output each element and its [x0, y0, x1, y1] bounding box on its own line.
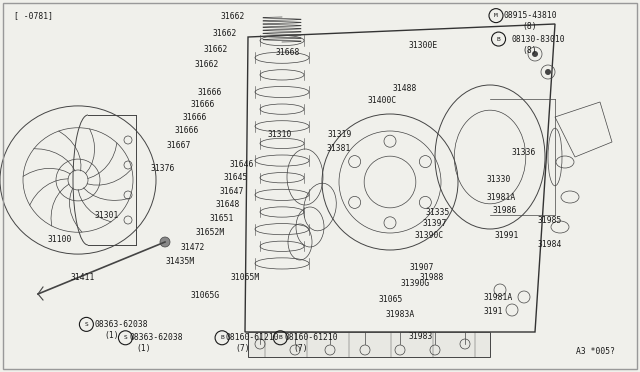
Text: 31981A: 31981A	[486, 193, 516, 202]
Text: 31666: 31666	[190, 100, 214, 109]
Text: 08160-61210: 08160-61210	[285, 333, 339, 342]
Text: 31646: 31646	[229, 160, 253, 169]
Text: (1): (1)	[104, 331, 119, 340]
Text: M: M	[494, 13, 498, 18]
Text: 31336: 31336	[512, 148, 536, 157]
Text: 31986: 31986	[493, 206, 517, 215]
Text: (7): (7)	[293, 344, 308, 353]
Text: 31100: 31100	[48, 235, 72, 244]
Text: 31310: 31310	[268, 130, 292, 139]
Circle shape	[532, 51, 538, 57]
Text: 31488: 31488	[392, 84, 417, 93]
Text: B: B	[497, 36, 500, 42]
Text: 31981A: 31981A	[484, 293, 513, 302]
Text: 31335: 31335	[426, 208, 450, 217]
Text: 31662: 31662	[212, 29, 237, 38]
Text: 3191: 3191	[484, 307, 503, 316]
Text: 31652M: 31652M	[195, 228, 225, 237]
Text: 31065G: 31065G	[191, 291, 220, 300]
Text: 31662: 31662	[195, 60, 219, 69]
Text: 31381: 31381	[326, 144, 351, 153]
Text: 31397: 31397	[422, 219, 447, 228]
Text: 31668: 31668	[275, 48, 300, 57]
Text: 31390G: 31390G	[401, 279, 430, 288]
Text: 31985: 31985	[538, 216, 562, 225]
Text: (8): (8)	[522, 46, 537, 55]
Text: 31666: 31666	[182, 113, 207, 122]
Polygon shape	[248, 332, 490, 357]
Text: 31984: 31984	[538, 240, 562, 249]
Text: 08363-62038: 08363-62038	[129, 333, 183, 342]
Text: 31991: 31991	[495, 231, 519, 240]
Text: 31065M: 31065M	[230, 273, 260, 282]
Text: 08363-62038: 08363-62038	[94, 320, 148, 329]
Text: 31983: 31983	[408, 332, 433, 341]
Circle shape	[160, 237, 170, 247]
Text: 31662: 31662	[204, 45, 228, 54]
Text: 31300E: 31300E	[408, 41, 438, 50]
Text: 31651: 31651	[210, 214, 234, 223]
Text: 31301: 31301	[95, 211, 119, 220]
Text: 31666: 31666	[197, 88, 221, 97]
Text: 31647: 31647	[220, 187, 244, 196]
Text: A3 *005?: A3 *005?	[576, 347, 615, 356]
Text: (1): (1)	[136, 344, 151, 353]
Text: S: S	[84, 322, 88, 327]
Text: 31065: 31065	[379, 295, 403, 304]
Text: 08915-43810: 08915-43810	[503, 11, 557, 20]
Text: [ -0781]: [ -0781]	[14, 11, 53, 20]
Text: 31662: 31662	[221, 12, 245, 21]
Text: 31390C: 31390C	[415, 231, 444, 240]
Circle shape	[545, 69, 551, 75]
Text: 31330: 31330	[486, 175, 511, 184]
Text: 31666: 31666	[175, 126, 199, 135]
Text: 31411: 31411	[70, 273, 95, 282]
Text: (8): (8)	[522, 22, 537, 31]
Text: 31907: 31907	[410, 263, 434, 272]
Text: 31435M: 31435M	[165, 257, 195, 266]
Text: 31319: 31319	[328, 130, 352, 139]
Text: 31983A: 31983A	[385, 310, 415, 319]
Text: 31648: 31648	[215, 200, 239, 209]
Text: 08160-61210: 08160-61210	[226, 333, 280, 342]
Text: 31400C: 31400C	[368, 96, 397, 105]
Text: B: B	[278, 335, 282, 340]
Text: 31667: 31667	[166, 141, 191, 150]
Text: S: S	[124, 335, 127, 340]
Text: B: B	[220, 335, 224, 340]
Text: 31645: 31645	[224, 173, 248, 182]
Text: 31988: 31988	[419, 273, 444, 282]
Text: 31376: 31376	[150, 164, 175, 173]
Text: 31472: 31472	[180, 243, 205, 252]
Text: 08130-83010: 08130-83010	[512, 35, 566, 44]
Text: (7): (7)	[235, 344, 250, 353]
